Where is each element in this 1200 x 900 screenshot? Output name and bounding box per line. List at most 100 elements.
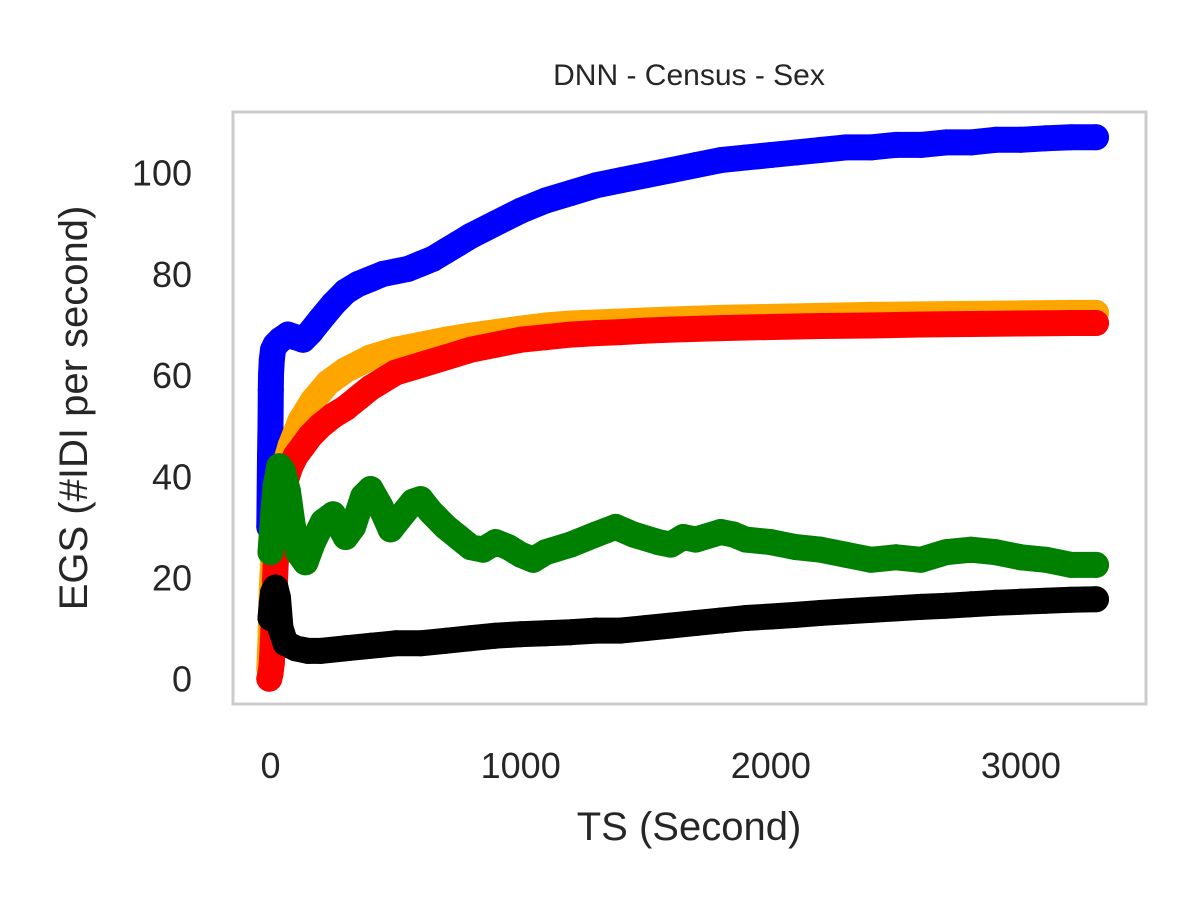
series-4-point-19 <box>557 619 584 646</box>
series-4-point-20 <box>582 617 609 644</box>
series-3-point-16 <box>367 493 394 520</box>
series-3-point-51 <box>982 539 1009 566</box>
series-3-point-52 <box>1007 544 1034 571</box>
series-4-point-17 <box>507 621 534 648</box>
series-0-point-36 <box>732 144 759 171</box>
series-3-point-45 <box>832 541 859 568</box>
series-3-point-47 <box>882 544 909 571</box>
series-4-point-27 <box>757 603 784 630</box>
series-4-point-16 <box>482 622 509 649</box>
series-3-point-0 <box>257 539 284 566</box>
series-3-point-53 <box>1032 546 1059 573</box>
series-0-point-25 <box>457 223 484 249</box>
series-2-point-35 <box>907 311 934 338</box>
series-4-point-35 <box>957 591 984 618</box>
series-2-point-34 <box>857 312 884 339</box>
y-tick-label-3: 60 <box>152 355 192 396</box>
y-tick-label-4: 80 <box>152 254 192 295</box>
series-1-point-12 <box>382 336 409 363</box>
x-tick-labels: 0 1000 2000 3000 <box>260 745 1060 786</box>
plot-frame <box>231 110 1148 706</box>
series-2-point-22 <box>457 336 484 363</box>
series-4-point-18 <box>532 620 559 647</box>
series-4-point-40 <box>1083 586 1109 613</box>
series-4-point-29 <box>807 599 834 626</box>
series-4-point-22 <box>632 615 659 642</box>
series-2-point-32 <box>757 314 784 340</box>
series-4-point-37 <box>1007 588 1034 615</box>
series-3-point-6 <box>280 513 306 540</box>
series-3-point-44 <box>807 536 834 563</box>
series-3-point-13 <box>340 513 367 540</box>
series-2-point-27 <box>582 320 609 347</box>
series-1-point-10 <box>332 357 359 384</box>
series-0-point-2 <box>257 412 284 439</box>
series-4-point-13 <box>407 630 434 657</box>
series-2-point-33 <box>807 313 834 339</box>
series-4-point-31 <box>857 596 884 623</box>
series-3-point-1 <box>260 503 286 530</box>
series-3-point-5 <box>275 478 301 505</box>
chart-title: DNN - Census - Sex <box>553 59 825 92</box>
series-0-point-28 <box>532 187 559 214</box>
series-3-point-11 <box>320 501 347 528</box>
series-3-point-32 <box>582 521 609 548</box>
x-axis-label: TS (Second) <box>577 805 802 849</box>
plot-area <box>256 124 1109 692</box>
series-0-point-43 <box>907 131 934 158</box>
series-0-point-29 <box>557 180 584 206</box>
series-0-point-40 <box>832 134 859 161</box>
series-0-point-37 <box>757 142 784 168</box>
series-4-point-38 <box>1032 587 1059 614</box>
series-4-point-4 <box>265 584 291 611</box>
series-2-point-19 <box>382 359 409 386</box>
series-2-point-36 <box>957 311 984 337</box>
series-3-point-54 <box>1058 551 1084 578</box>
series-4-point-36 <box>982 589 1009 616</box>
x-tick-label-1: 1000 <box>481 745 561 786</box>
series-2-point-26 <box>557 321 584 348</box>
series-0-point-26 <box>482 210 509 237</box>
series-4 <box>257 574 1109 664</box>
series-0-point-48 <box>1032 125 1059 152</box>
series-0-point-27 <box>507 197 534 224</box>
y-tick-label-0: 0 <box>172 659 192 700</box>
series-0-point-41 <box>857 134 884 161</box>
series-2-point-25 <box>532 324 559 351</box>
series-3-point-49 <box>932 539 959 566</box>
series-4-point-26 <box>732 605 759 631</box>
series-4-point-21 <box>607 617 634 644</box>
series-0-point-38 <box>782 139 809 166</box>
series-2-point-23 <box>482 331 509 358</box>
y-tick-label-5: 100 <box>132 153 192 194</box>
y-axis-label: EGS (#IDI per second) <box>52 206 96 611</box>
series-4-point-33 <box>907 593 934 620</box>
series-3-point-55 <box>1083 551 1109 578</box>
series-4-point-24 <box>682 610 709 636</box>
series-0-point-46 <box>982 126 1009 153</box>
series-3-point-4 <box>270 458 296 485</box>
y-tick-labels: 0 20 40 60 80 100 <box>132 153 192 700</box>
series-3-point-34 <box>620 521 647 548</box>
series-4-point-25 <box>707 607 734 634</box>
series-0-point-32 <box>632 162 659 189</box>
series-2-point-37 <box>1007 310 1034 337</box>
series-3-point-48 <box>907 546 934 573</box>
series-4-point-11 <box>357 632 384 659</box>
series-4-point-10 <box>332 635 359 662</box>
series-3-point-8 <box>292 549 319 576</box>
series-3-point-9 <box>300 529 326 556</box>
series-0-point-47 <box>1007 126 1034 153</box>
series-0-point-31 <box>607 167 634 194</box>
series-2-point-24 <box>507 326 534 353</box>
series-4-point-39 <box>1058 586 1084 613</box>
series-2-point-38 <box>1058 310 1084 336</box>
series-3-point-30 <box>532 539 559 566</box>
series-2-point-30 <box>657 316 684 343</box>
series-0-point-39 <box>807 136 834 163</box>
series-4-point-14 <box>432 627 459 654</box>
series-0-point-49 <box>1058 124 1084 151</box>
series-3-point-43 <box>782 534 809 561</box>
series-0-point-35 <box>707 147 734 174</box>
